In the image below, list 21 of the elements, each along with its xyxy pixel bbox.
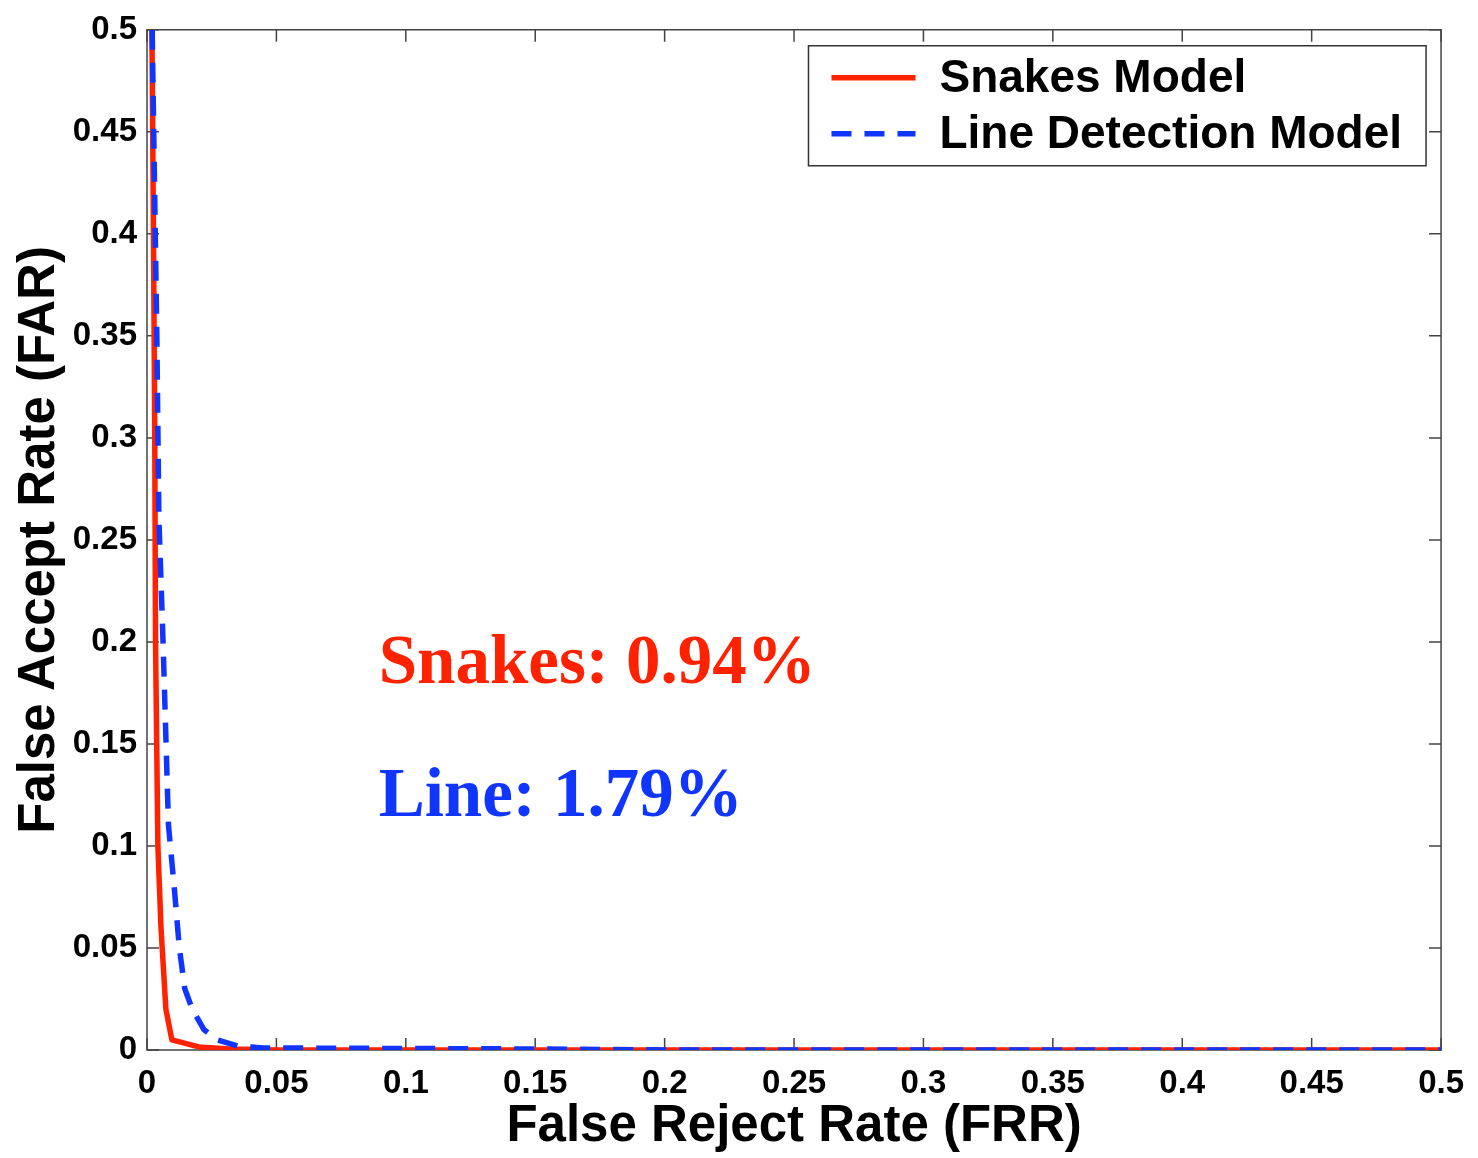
x-tick-label: 0.45 <box>1279 1062 1344 1100</box>
y-tick-label: 0.45 <box>72 110 137 148</box>
y-tick-label: 0.05 <box>72 927 137 965</box>
y-axis-title: False Accept Rate (FAR) <box>7 246 65 834</box>
annotation: Line: 1.79% <box>378 755 743 832</box>
annotation: Snakes: 0.94% <box>378 621 816 698</box>
y-tick-label: 0.35 <box>72 314 137 352</box>
y-tick-label: 0.2 <box>91 621 137 659</box>
x-tick-label: 0.4 <box>1159 1062 1206 1100</box>
y-tick-label: 0.1 <box>91 825 137 863</box>
x-tick-label: 0.05 <box>244 1062 309 1100</box>
y-tick-label: 0 <box>118 1029 137 1067</box>
y-tick-label: 0.5 <box>91 8 137 46</box>
y-tick-label: 0.3 <box>91 416 137 454</box>
y-tick-label: 0.15 <box>72 723 137 761</box>
y-tick-label: 0.4 <box>91 212 138 250</box>
legend-label: Snakes Model <box>939 50 1247 103</box>
x-tick-label: 0.1 <box>382 1062 429 1100</box>
legend-label: Line Detection Model <box>939 106 1403 159</box>
x-tick-label: 0.5 <box>1418 1062 1464 1100</box>
y-tick-label: 0.25 <box>72 518 137 556</box>
